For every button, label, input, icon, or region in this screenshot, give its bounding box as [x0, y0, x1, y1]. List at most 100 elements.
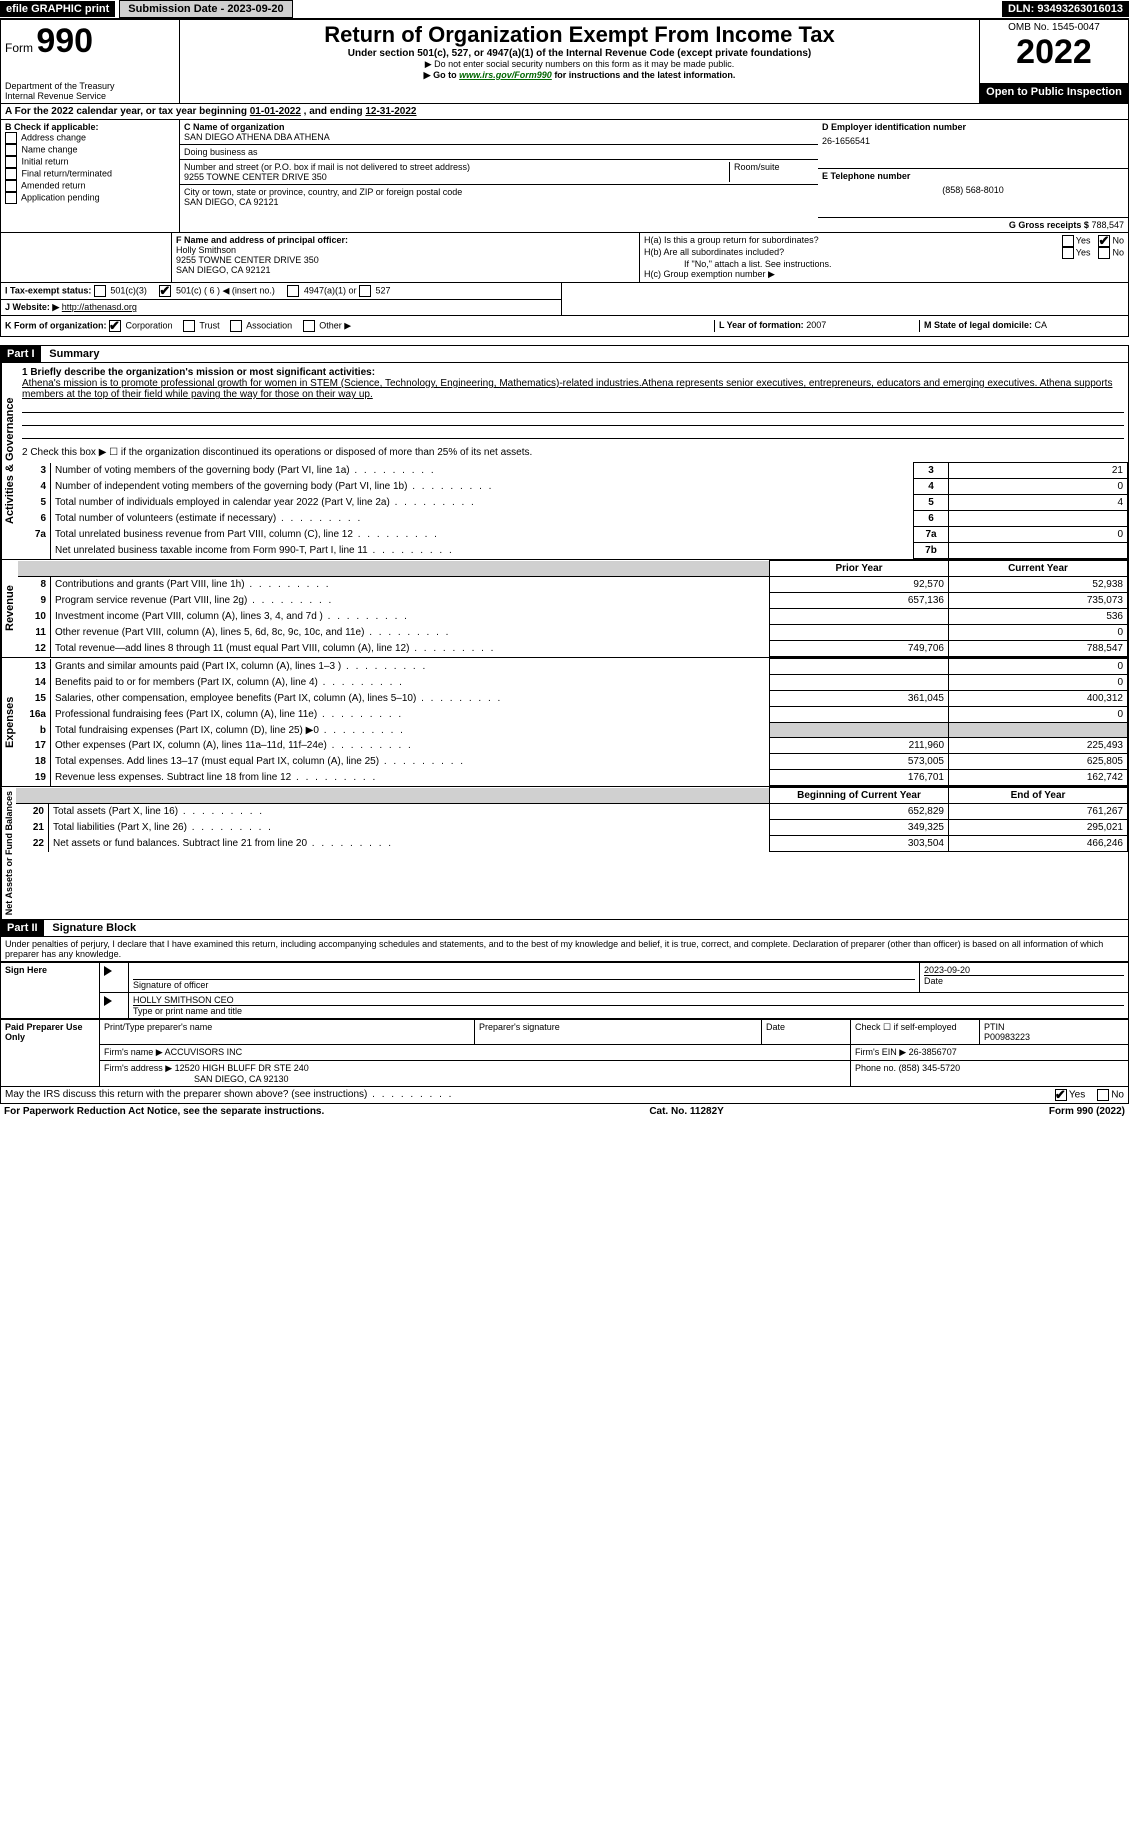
tax-year-end: 12-31-2022 — [365, 106, 416, 117]
website-label: J Website: ▶ — [5, 302, 59, 312]
ha-no[interactable]: No — [1098, 235, 1124, 247]
officer-name: Holly Smithson — [176, 245, 635, 255]
sig-officer-label: Signature of officer — [133, 980, 915, 990]
current-value: 162,742 — [949, 770, 1128, 786]
line-value — [949, 511, 1128, 527]
ha-yes[interactable]: Yes — [1062, 235, 1091, 247]
current-value: 788,547 — [949, 641, 1128, 657]
line-number: 6 — [18, 511, 51, 527]
discuss-yes[interactable]: Yes — [1055, 1089, 1085, 1101]
line-box: 4 — [914, 479, 949, 495]
sign-here-label: Sign Here — [1, 963, 100, 1019]
form-number: Form 990 — [5, 22, 175, 61]
line-text: Total fundraising expenses (Part IX, col… — [51, 723, 770, 738]
check-corporation[interactable] — [109, 320, 121, 332]
firm-name-value: ACCUVISORS INC — [165, 1047, 243, 1057]
col-b-header: B Check if applicable: — [5, 122, 175, 132]
line-number: 9 — [18, 593, 51, 609]
ein-value: 26-1656541 — [822, 136, 1124, 146]
col-right-ids: D Employer identification number 26-1656… — [818, 120, 1128, 232]
preparer-table: Paid Preparer Use Only Print/Type prepar… — [0, 1019, 1129, 1087]
hb-no[interactable]: No — [1098, 247, 1124, 259]
line-text: Contributions and grants (Part VIII, lin… — [51, 577, 770, 593]
part-i-header: Part I — [1, 346, 41, 362]
line-text: Total unrelated business revenue from Pa… — [51, 527, 914, 543]
paperwork-notice: For Paperwork Reduction Act Notice, see … — [4, 1106, 324, 1117]
top-bar: efile GRAPHIC print Submission Date - 20… — [0, 0, 1129, 19]
line-number: 19 — [18, 770, 51, 786]
line-text: Grants and similar amounts paid (Part IX… — [51, 659, 770, 675]
check-501c3[interactable] — [94, 285, 106, 297]
ha-row: H(a) Is this a group return for subordin… — [644, 235, 1124, 247]
end-value: 761,267 — [949, 804, 1128, 820]
line-text: Other expenses (Part IX, column (A), lin… — [51, 738, 770, 754]
firm-name-label: Firm's name ▶ — [104, 1047, 163, 1057]
gross-label: G Gross receipts $ — [1009, 220, 1089, 230]
check-application-pending[interactable]: Application pending — [5, 192, 175, 204]
line-text: Professional fundraising fees (Part IX, … — [51, 707, 770, 723]
prep-sig-label: Preparer's signature — [474, 1020, 761, 1045]
begin-value: 652,829 — [770, 804, 949, 820]
hb-yes[interactable]: Yes — [1062, 247, 1091, 259]
line-number: 5 — [18, 495, 51, 511]
check-address-change[interactable]: Address change — [5, 132, 175, 144]
line-text: Program service revenue (Part VIII, line… — [51, 593, 770, 609]
prior-value: 749,706 — [770, 641, 949, 657]
irs-link[interactable]: www.irs.gov/Form990 — [459, 70, 552, 80]
firm-addr-value: 12520 HIGH BLUFF DR STE 240 — [175, 1063, 309, 1073]
website-value[interactable]: http://athenasd.org — [62, 302, 137, 312]
prior-value: 361,045 — [770, 691, 949, 707]
form-subtitle: Under section 501(c), 527, or 4947(a)(1)… — [184, 48, 975, 59]
check-trust[interactable] — [183, 320, 195, 332]
firm-addr-label: Firm's address ▶ — [104, 1063, 172, 1073]
check-name-change[interactable]: Name change — [5, 144, 175, 156]
line-text: Revenue less expenses. Subtract line 18 … — [51, 770, 770, 786]
netassets-table: Beginning of Current Year End of Year 20… — [16, 787, 1128, 852]
check-527[interactable] — [359, 285, 371, 297]
line-text: Number of voting members of the governin… — [51, 463, 914, 479]
officer-city: SAN DIEGO, CA 92121 — [176, 265, 635, 275]
check-501c[interactable] — [159, 285, 171, 297]
firm-city-value: SAN DIEGO, CA 92130 — [104, 1074, 846, 1084]
section-a-mid: , and ending — [304, 106, 366, 117]
table-row: 7a Total unrelated business revenue from… — [18, 527, 1128, 543]
prior-value — [770, 707, 949, 723]
submission-date-button[interactable]: Submission Date - 2023-09-20 — [119, 0, 292, 18]
line-number: 12 — [18, 641, 51, 657]
name-title-label: Type or print name and title — [133, 1006, 1124, 1016]
footer-row: For Paperwork Reduction Act Notice, see … — [0, 1104, 1129, 1119]
check-amended-return[interactable]: Amended return — [5, 180, 175, 192]
table-row: 16a Professional fundraising fees (Part … — [18, 707, 1128, 723]
discuss-no[interactable]: No — [1097, 1089, 1124, 1101]
gray-cell — [949, 723, 1128, 738]
table-row: 18 Total expenses. Add lines 13–17 (must… — [18, 754, 1128, 770]
line-text: Total number of individuals employed in … — [51, 495, 914, 511]
table-header-row: Prior Year Current Year — [18, 561, 1128, 577]
form-word: Form — [5, 41, 33, 55]
ptin-label: PTIN — [984, 1022, 1124, 1032]
org-info-grid: B Check if applicable: Address change Na… — [0, 120, 1129, 233]
check-initial-return[interactable]: Initial return — [5, 156, 175, 168]
state-domicile-value: CA — [1035, 320, 1048, 330]
irs-label: Internal Revenue Service — [5, 91, 175, 101]
self-employed-check[interactable]: Check ☐ if self-employed — [851, 1020, 980, 1045]
tax-year: 2022 — [984, 33, 1124, 72]
current-value: 0 — [949, 707, 1128, 723]
arrow-icon — [104, 996, 112, 1006]
table-row: 14 Benefits paid to or for members (Part… — [18, 675, 1128, 691]
prep-name-label: Print/Type preparer's name — [100, 1020, 475, 1045]
check-final-return[interactable]: Final return/terminated — [5, 168, 175, 180]
check-other[interactable] — [303, 320, 315, 332]
table-row: 9 Program service revenue (Part VIII, li… — [18, 593, 1128, 609]
check-4947[interactable] — [287, 285, 299, 297]
row-k-l-m: K Form of organization: Corporation Trus… — [0, 316, 1129, 337]
side-label-governance: Activities & Governance — [1, 363, 18, 559]
part-i-header-row: Part I Summary — [0, 345, 1129, 363]
side-label-netassets: Net Assets or Fund Balances — [1, 787, 16, 919]
check-association[interactable] — [230, 320, 242, 332]
prior-value: 176,701 — [770, 770, 949, 786]
prior-value: 92,570 — [770, 577, 949, 593]
table-row: 11 Other revenue (Part VIII, column (A),… — [18, 625, 1128, 641]
netassets-section: Net Assets or Fund Balances Beginning of… — [0, 787, 1129, 920]
ssn-note: ▶ Do not enter social security numbers o… — [184, 59, 975, 70]
